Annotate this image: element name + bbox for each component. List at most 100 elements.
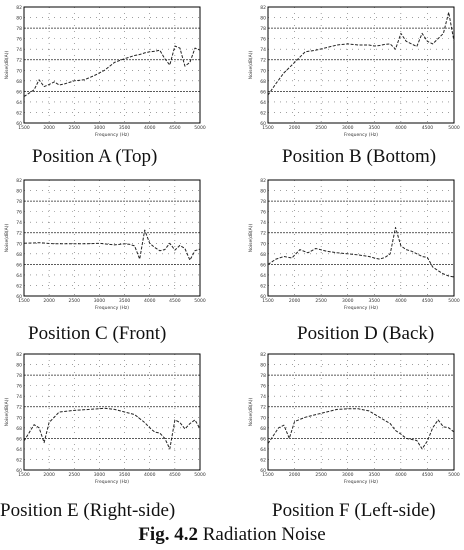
x-tick-label: 2000 [289, 298, 301, 304]
y-tick-label: 68 [16, 79, 22, 85]
series-line [23, 407, 201, 450]
x-axis-label: Frequency (Hz) [344, 132, 378, 138]
line-chart-position-d: 60 62 64 66 68 70 72 74 76 78 80 82 1500 2000 2500 3000… [248, 178, 460, 311]
y-tick-label: 68 [16, 426, 22, 432]
y-tick-label: 76 [16, 384, 22, 390]
y-tick-label: 78 [16, 199, 22, 205]
chart-panel-c: 60 62 64 66 68 70 72 74 76 78 80 82 1500 2000 2500 3000… [2, 178, 206, 311]
y-axis-label: Noise(dB(A)) [248, 223, 254, 252]
y-tick-label: 74 [16, 394, 22, 400]
x-tick-label: 3000 [342, 472, 354, 478]
y-tick-label: 72 [16, 231, 22, 237]
x-tick-label: 2000 [289, 472, 301, 478]
x-tick-label: 1500 [18, 472, 30, 478]
line-chart-position-c: 60 62 64 66 68 70 72 74 76 78 80 82 1500 2000 2500 3000… [4, 178, 206, 311]
y-axis-label: Noise(dB(A)) [4, 50, 10, 79]
x-tick-label: 3000 [342, 298, 354, 304]
x-tick-label: 4000 [144, 472, 156, 478]
y-tick-label: 68 [260, 252, 266, 258]
x-tick-label: 5000 [194, 125, 206, 131]
x-tick-label: 3500 [119, 125, 131, 131]
y-tick-label: 70 [16, 415, 22, 421]
x-tick-label: 4000 [395, 472, 407, 478]
y-tick-label: 66 [16, 436, 22, 442]
y-tick-label: 60 [16, 121, 22, 127]
x-tick-label: 1500 [262, 472, 274, 478]
x-axis-label: Frequency (Hz) [344, 479, 378, 485]
y-tick-label: 74 [16, 47, 22, 53]
x-tick-label: 5000 [194, 472, 206, 478]
caption-position-c: Position C (Front) [28, 323, 167, 344]
y-tick-label: 62 [260, 283, 266, 289]
y-tick-label: 82 [260, 5, 266, 11]
y-tick-label: 64 [260, 447, 266, 453]
y-tick-label: 80 [16, 363, 22, 369]
y-tick-label: 66 [16, 262, 22, 268]
y-tick-label: 66 [260, 89, 266, 95]
chart-panel-b: 60 62 64 66 68 70 72 74 76 78 80 82 1500 2000 2500 3000… [246, 5, 460, 138]
y-tick-label: 62 [260, 110, 266, 116]
y-tick-label: 76 [260, 384, 266, 390]
y-tick-label: 72 [260, 58, 266, 64]
x-tick-label: 2500 [315, 125, 327, 131]
y-tick-label: 80 [260, 189, 266, 195]
y-tick-label: 74 [260, 47, 266, 53]
series-line [23, 229, 201, 261]
y-tick-label: 70 [16, 241, 22, 247]
y-tick-label: 64 [16, 447, 22, 453]
y-tick-label: 60 [16, 294, 22, 300]
y-tick-label: 76 [260, 37, 266, 43]
x-tick-label: 5000 [448, 125, 460, 131]
y-tick-label: 76 [260, 210, 266, 216]
x-axis-label: Frequency (Hz) [344, 305, 378, 311]
x-tick-label: 3000 [94, 298, 106, 304]
y-tick-label: 66 [260, 436, 266, 442]
line-chart-position-f: 60 62 64 66 68 70 72 74 76 78 80 82 1500 2000 2500 3000… [248, 352, 460, 485]
y-tick-label: 64 [16, 100, 22, 106]
y-tick-label: 62 [16, 283, 22, 289]
y-tick-label: 72 [260, 231, 266, 237]
x-tick-label: 3500 [119, 298, 131, 304]
x-tick-label: 4500 [422, 125, 434, 131]
x-tick-label: 3000 [94, 125, 106, 131]
y-tick-label: 60 [260, 121, 266, 127]
x-tick-label: 1500 [18, 298, 30, 304]
caption-position-a: Position A (Top) [32, 146, 158, 167]
figure-caption: Fig. 4.2 Radiation Noise [0, 524, 464, 546]
y-tick-label: 82 [16, 352, 22, 358]
plot-frame [23, 179, 201, 297]
y-tick-label: 74 [16, 220, 22, 226]
x-tick-label: 3000 [342, 125, 354, 131]
caption-position-d: Position D (Back) [297, 323, 435, 344]
plot-frame [23, 6, 201, 124]
x-tick-label: 4500 [169, 472, 181, 478]
y-tick-label: 80 [16, 189, 22, 195]
y-tick-label: 74 [260, 220, 266, 226]
y-tick-label: 62 [16, 110, 22, 116]
y-tick-label: 80 [260, 363, 266, 369]
x-tick-label: 3000 [94, 472, 106, 478]
y-tick-label: 64 [16, 273, 22, 279]
x-tick-label: 4500 [169, 125, 181, 131]
x-tick-label: 3500 [369, 472, 381, 478]
figure-title: Radiation Noise [202, 524, 326, 545]
x-tick-label: 5000 [448, 472, 460, 478]
caption-position-f: Position F (Left-side) [272, 500, 436, 521]
series-line [267, 11, 455, 96]
y-tick-label: 70 [260, 241, 266, 247]
x-tick-label: 4000 [144, 298, 156, 304]
x-axis-label: Frequency (Hz) [95, 305, 129, 311]
y-tick-label: 78 [260, 26, 266, 32]
series-line [23, 45, 201, 98]
line-chart-position-a: 60 62 64 66 68 70 72 74 76 78 80 82 1500 2000 2500 3000… [4, 5, 206, 138]
x-tick-label: 4000 [144, 125, 156, 131]
y-tick-label: 72 [260, 405, 266, 411]
series-line [267, 227, 455, 278]
line-chart-position-b: 60 62 64 66 68 70 72 74 76 78 80 82 1500 2000 2500 3000… [248, 5, 460, 138]
y-tick-label: 66 [260, 262, 266, 268]
chart-panel-e: 60 62 64 66 68 70 72 74 76 78 80 82 1500 2000 2500 3000… [2, 352, 206, 485]
y-axis-label: Noise(dB(A)) [4, 397, 10, 426]
x-tick-label: 3500 [369, 125, 381, 131]
x-tick-label: 4000 [395, 298, 407, 304]
x-tick-label: 3500 [119, 472, 131, 478]
